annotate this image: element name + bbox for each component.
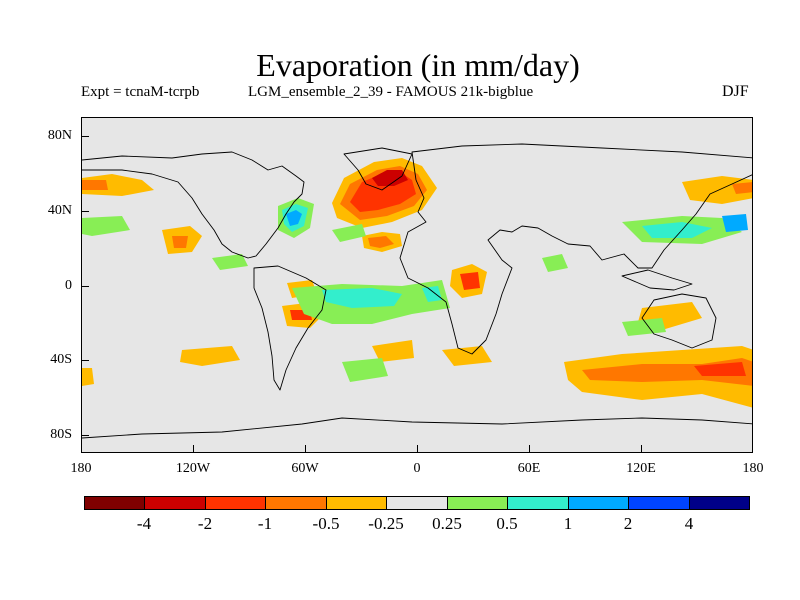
x-tick-label: 180 xyxy=(742,461,764,476)
y-tick-label: 40N xyxy=(47,203,72,218)
x-tick-label: 120E xyxy=(626,461,656,476)
colorbar-label: -0.25 xyxy=(368,514,404,533)
x-tick-label: 120W xyxy=(175,461,211,476)
colorbar-swatch xyxy=(629,497,690,509)
colorbar-label: 0.25 xyxy=(432,514,462,533)
north-america-coast xyxy=(82,151,305,259)
colorbar-label: 2 xyxy=(623,514,633,533)
y-tick xyxy=(81,360,89,361)
x-tick-label: 180 xyxy=(70,461,92,476)
colorbar-swatch xyxy=(508,497,569,509)
colorbar-swatch xyxy=(568,497,630,509)
x-tick xyxy=(641,445,642,453)
eurasia-africa-coast xyxy=(399,143,752,355)
colorbar-swatch xyxy=(85,497,146,509)
y-tick-label: 0 xyxy=(65,278,72,293)
colorbar-label: -2 xyxy=(197,514,213,533)
colorbar-label: -1 xyxy=(257,514,273,533)
north-pacific-anomaly xyxy=(82,174,154,196)
colorbar-swatch xyxy=(689,497,749,509)
x-tick xyxy=(417,445,418,453)
colorbar-swatch xyxy=(387,497,448,509)
ensemble-label: LGM_ensemble_2_39 - FAMOUS 21k-bigblue xyxy=(248,84,534,100)
colorbar-swatch xyxy=(145,497,206,509)
y-tick-label: 40S xyxy=(50,352,72,367)
colorbar-label: 1 xyxy=(563,514,573,533)
y-tick xyxy=(81,211,89,212)
australia-coast xyxy=(641,293,717,349)
map-panel xyxy=(81,117,753,453)
x-tick xyxy=(305,445,306,453)
chart-title: Evaporation (in mm/day) xyxy=(256,47,580,83)
south-america-coast xyxy=(253,265,327,391)
x-tick xyxy=(529,445,530,453)
colorbar-swatch xyxy=(326,497,388,509)
colorbar-label: -0.5 xyxy=(312,514,340,533)
x-tick-label: 60W xyxy=(291,461,319,476)
greenland-coast xyxy=(343,147,413,191)
antarctica-coast xyxy=(82,417,752,439)
season-label: DJF xyxy=(722,83,749,100)
x-tick-label: 60E xyxy=(517,461,541,476)
colorbar-label: 4 xyxy=(684,514,694,533)
x-tick-label: 0 xyxy=(413,461,421,476)
y-tick-label: 80S xyxy=(50,427,72,442)
y-tick xyxy=(81,286,89,287)
x-tick xyxy=(193,445,194,453)
y-tick xyxy=(81,136,89,137)
evaporation-field xyxy=(82,143,752,439)
colorbar xyxy=(84,496,750,510)
colorbar-label: 0.5 xyxy=(496,514,518,533)
colorbar-swatch xyxy=(205,497,267,509)
colorbar-label: -4 xyxy=(136,514,152,533)
y-tick-label: 80N xyxy=(47,128,72,143)
y-tick xyxy=(81,435,89,436)
colorbar-swatch xyxy=(266,497,327,509)
colorbar-swatch xyxy=(447,497,509,509)
experiment-label: Expt = tcnaM-tcrpb xyxy=(81,84,200,100)
